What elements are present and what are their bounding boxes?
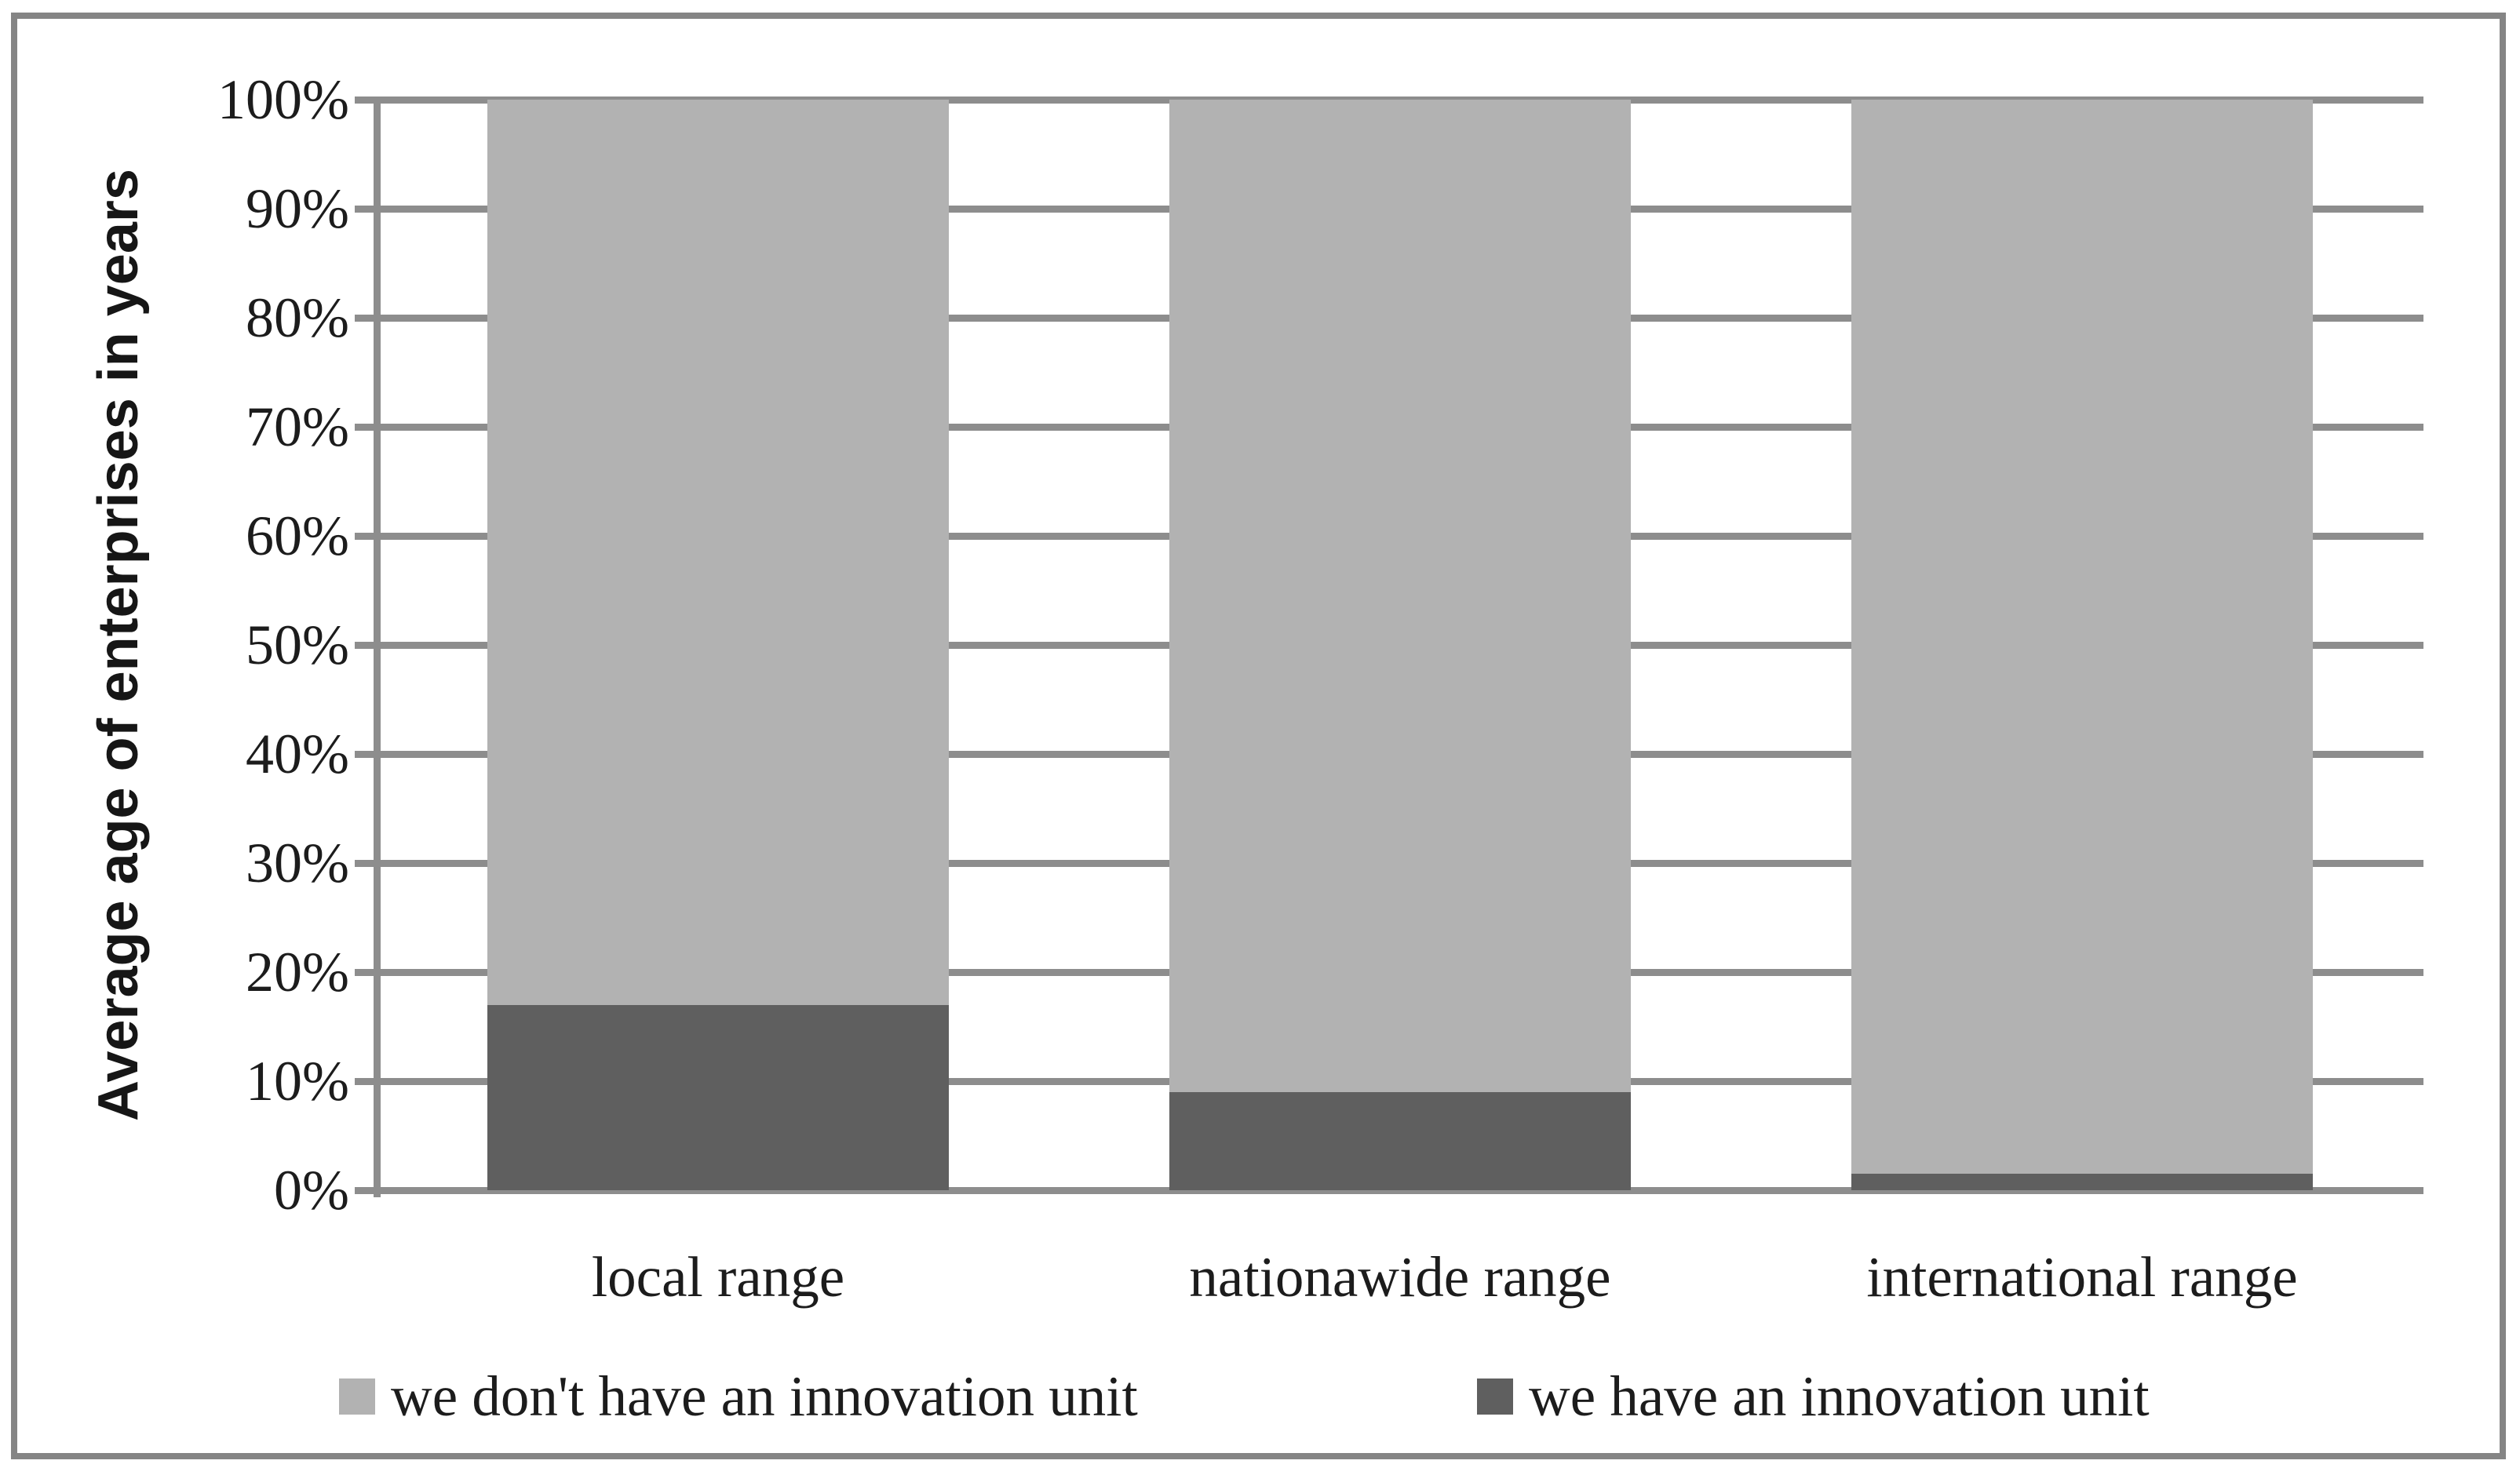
y-axis-line: [374, 100, 381, 1197]
y-axis-tick: [355, 206, 377, 213]
y-axis-tick: [355, 315, 377, 322]
legend-label: we have an innovation unit: [1529, 1364, 2150, 1428]
gridline: [377, 1187, 2423, 1194]
y-axis-tick: [355, 1187, 377, 1194]
y-axis-tick: [355, 642, 377, 649]
y-axis-tick: [355, 969, 377, 976]
bar-segment: [1851, 1174, 2313, 1190]
bar-segment: [1851, 100, 2313, 1174]
category-label: nationawide range: [1189, 1245, 1611, 1309]
bar-segment: [1169, 1092, 1631, 1190]
bar-segment: [487, 100, 949, 1005]
legend-label: we don't have an innovation unit: [391, 1364, 1138, 1428]
bar-segment: [487, 1005, 949, 1190]
y-axis-tick: [355, 97, 377, 104]
y-tick-label: 70%: [246, 395, 349, 458]
y-tick-label: 40%: [246, 723, 349, 785]
y-axis-tick: [355, 424, 377, 431]
y-tick-label: 90%: [246, 177, 349, 240]
legend-item-have-innovation-unit: we have an innovation unit: [1477, 1367, 2150, 1426]
y-axis-tick: [355, 533, 377, 540]
legend-item-no-innovation-unit: we don't have an innovation unit: [339, 1367, 1138, 1426]
y-tick-label: 20%: [246, 941, 349, 1003]
y-tick-label: 10%: [246, 1050, 349, 1113]
y-axis-tick: [355, 860, 377, 867]
y-tick-label: 60%: [246, 504, 349, 567]
y-tick-label: 0%: [274, 1159, 349, 1222]
figure-border: [11, 13, 2506, 1459]
category-label: local range: [591, 1245, 845, 1309]
category-label: international range: [1866, 1245, 2298, 1309]
legend-swatch-dark-icon: [1477, 1378, 1513, 1415]
y-tick-label: 30%: [246, 832, 349, 894]
y-tick-label: 50%: [246, 614, 349, 676]
y-axis-tick: [355, 1078, 377, 1085]
bar-segment: [1169, 100, 1631, 1092]
y-axis-tick: [355, 751, 377, 758]
y-tick-label: 100%: [217, 68, 349, 131]
legend-swatch-light-icon: [339, 1378, 375, 1415]
y-tick-label: 80%: [246, 286, 349, 349]
